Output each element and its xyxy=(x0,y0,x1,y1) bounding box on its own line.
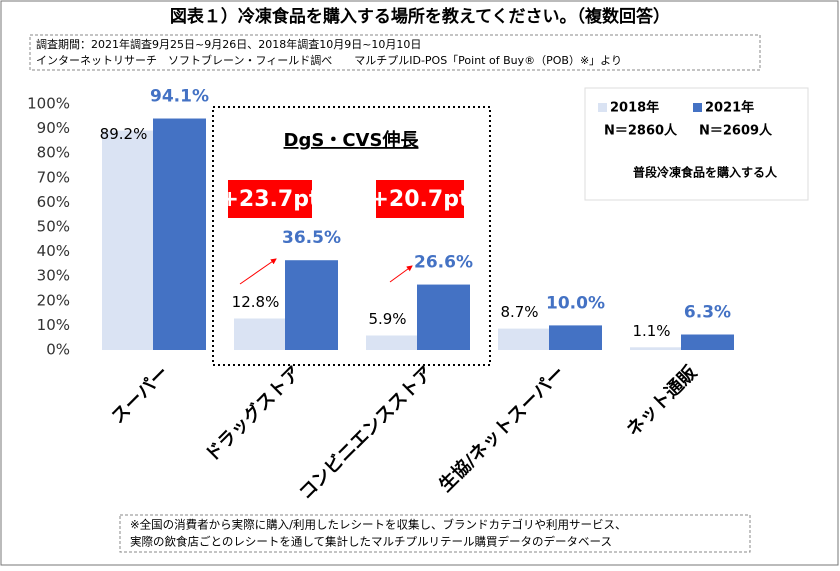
bar xyxy=(630,347,681,350)
value-label: 36.5% xyxy=(282,228,341,248)
delta-box xyxy=(228,180,312,218)
value-label: 94.1% xyxy=(150,87,209,107)
value-label: 12.8% xyxy=(232,293,280,311)
delta-box xyxy=(376,180,464,218)
value-label: 1.1% xyxy=(632,322,670,340)
y-tick-label: 30% xyxy=(37,267,70,285)
value-label: 10.0% xyxy=(546,293,605,313)
y-tick-label: 20% xyxy=(37,291,70,309)
bar xyxy=(366,335,417,350)
bar xyxy=(498,328,549,350)
y-tick-label: 80% xyxy=(37,144,70,162)
bar xyxy=(102,130,153,350)
legend-label: 2018年 xyxy=(610,100,659,116)
bar xyxy=(417,284,470,350)
subtitle: インターネットリサーチ ソフトブレーン・フィールド調べ マルチプルID-POS「… xyxy=(36,53,622,67)
chart-title: 図表１）冷凍食品を購入する場所を教えてください。（複数回答） xyxy=(170,6,670,27)
y-tick-label: 50% xyxy=(37,218,70,236)
highlight-title: DgS・CVS伸長 xyxy=(284,129,420,151)
legend-note: 普段冷凍食品を購入する人 xyxy=(633,165,778,180)
delta-label: +23.7pt xyxy=(221,187,320,212)
arrow xyxy=(239,258,277,285)
value-label: 5.9% xyxy=(368,310,406,328)
value-label: 89.2% xyxy=(100,125,148,143)
delta-label: +20.7pt xyxy=(371,187,470,212)
y-tick-label: 40% xyxy=(37,242,70,260)
legend-sample: N＝2860人 xyxy=(604,123,678,139)
y-tick-label: 60% xyxy=(37,193,70,211)
value-label: 26.6% xyxy=(414,253,473,273)
bar xyxy=(681,334,734,350)
legend-label: 2021年 xyxy=(705,100,754,116)
y-tick-label: 90% xyxy=(37,119,70,137)
subtitle-box xyxy=(29,34,761,71)
legend-swatch xyxy=(598,103,607,112)
footnote-box xyxy=(119,514,751,553)
subtitle: 調査期間：2021年調査9月25日~9月26日、2018年調査10月9日~10月… xyxy=(36,37,421,51)
y-tick-label: 0% xyxy=(46,341,70,359)
highlight-box xyxy=(212,106,491,366)
y-tick-label: 10% xyxy=(37,316,70,334)
bar xyxy=(285,260,338,350)
legend-swatch xyxy=(693,103,702,112)
y-tick-label: 70% xyxy=(37,168,70,186)
footnote: 実際の飲食店ごとのレシートを通して集計したマルチプルリテール購買データのデータベ… xyxy=(130,535,612,549)
value-label: 8.7% xyxy=(500,303,538,321)
footnote: ※全国の消費者から実際に購入/利用したレシートを収集し、ブランドカテゴリや利用サ… xyxy=(130,518,627,532)
arrow xyxy=(389,265,413,283)
value-label: 6.3% xyxy=(684,303,731,323)
legend-sample: N＝2609人 xyxy=(699,123,773,139)
bar xyxy=(153,118,206,350)
y-tick-label: 100% xyxy=(27,95,70,113)
bar xyxy=(549,325,602,350)
bar xyxy=(234,318,285,350)
